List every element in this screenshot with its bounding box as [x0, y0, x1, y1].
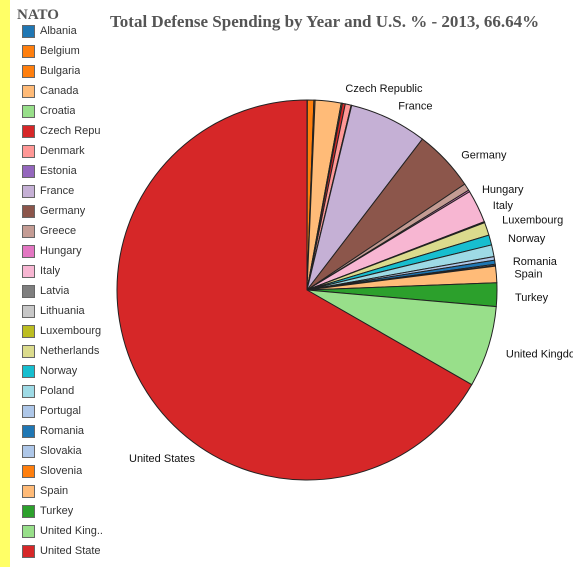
legend-item[interactable]: Romania — [22, 421, 110, 441]
legend-label: Portugal — [40, 405, 81, 417]
slice-label: France — [398, 100, 432, 112]
legend-item[interactable]: Spain — [22, 481, 110, 501]
legend-label: Greece — [40, 225, 77, 237]
legend-item[interactable]: Canada — [22, 81, 110, 101]
legend-label: Estonia — [40, 165, 77, 177]
legend-label: Czech Repu — [40, 125, 101, 137]
legend-item[interactable]: Belgium — [22, 41, 110, 61]
legend-swatch — [22, 244, 35, 258]
legend-label: Belgium — [40, 45, 80, 57]
legend-item[interactable]: Greece — [22, 221, 110, 241]
legend-item[interactable]: Poland — [22, 381, 110, 401]
legend-label: Netherlands — [40, 345, 100, 357]
legend-label: Germany — [40, 205, 86, 217]
legend-label: Croatia — [40, 105, 76, 117]
legend-item[interactable]: Portugal — [22, 401, 110, 421]
legend-swatch — [22, 404, 35, 418]
legend-swatch — [22, 224, 35, 238]
legend-item[interactable]: Italy — [22, 261, 110, 281]
legend-swatch — [22, 104, 35, 118]
legend-item[interactable]: France — [22, 181, 110, 201]
legend-label: Denmark — [40, 145, 85, 157]
legend-label: Italy — [40, 265, 61, 277]
legend-swatch — [22, 544, 35, 558]
legend-swatch — [22, 264, 35, 278]
legend-item[interactable]: Germany — [22, 201, 110, 221]
pie-slice[interactable] — [116, 99, 473, 481]
legend-swatch — [22, 304, 35, 318]
slice-label: Hungary — [482, 184, 524, 196]
legend-item[interactable]: United State — [22, 541, 110, 561]
legend-label: Romania — [40, 425, 85, 437]
legend-swatch — [22, 424, 35, 438]
legend-label: Turkey — [40, 505, 74, 517]
legend-swatch — [22, 64, 35, 78]
legend-swatch — [22, 284, 35, 298]
left-accent-strip — [0, 0, 10, 567]
legend-label: Latvia — [40, 285, 70, 297]
legend-item[interactable]: Czech Repu — [22, 121, 110, 141]
legend-swatch — [22, 124, 35, 138]
legend-item[interactable]: Turkey — [22, 501, 110, 521]
legend-item[interactable]: Hungary — [22, 241, 110, 261]
legend-label: United State — [40, 545, 101, 557]
legend-item[interactable]: Albania — [22, 21, 110, 41]
slice-label: Czech Republic — [345, 83, 423, 95]
slice-label: Norway — [508, 233, 546, 245]
legend-swatch — [22, 184, 35, 198]
legend-item[interactable]: Slovakia — [22, 441, 110, 461]
legend-swatch — [22, 204, 35, 218]
legend-swatch — [22, 44, 35, 58]
legend-swatch — [22, 364, 35, 378]
legend-swatch — [22, 504, 35, 518]
legend-label: United King.. — [40, 525, 103, 537]
legend-item[interactable]: Luxembourg — [22, 321, 110, 341]
slice-label: United Kingdom — [506, 348, 573, 360]
slice-label: Italy — [493, 200, 514, 212]
legend-item[interactable]: Denmark — [22, 141, 110, 161]
legend-item[interactable]: Croatia — [22, 101, 110, 121]
legend-swatch — [22, 324, 35, 338]
legend-swatch — [22, 384, 35, 398]
legend-item[interactable]: Latvia — [22, 281, 110, 301]
slice-label: Spain — [514, 269, 542, 281]
slice-label: United States — [129, 453, 196, 465]
legend-label: Lithuania — [40, 305, 85, 317]
legend-item[interactable]: Bulgaria — [22, 61, 110, 81]
legend-label: Slovakia — [40, 445, 82, 457]
legend-item[interactable]: Netherlands — [22, 341, 110, 361]
legend-label: Albania — [40, 25, 77, 37]
legend-swatch — [22, 484, 35, 498]
chart-title: Total Defense Spending by Year and U.S. … — [110, 12, 540, 31]
slice-label: Luxembourg — [502, 215, 563, 227]
legend-label: France — [40, 185, 75, 197]
legend-swatch — [22, 24, 35, 38]
legend-swatch — [22, 444, 35, 458]
legend-title: NATO — [17, 7, 59, 23]
legend-label: Bulgaria — [40, 65, 81, 77]
slice-label: Romania — [513, 256, 558, 268]
legend-item[interactable]: Norway — [22, 361, 110, 381]
legend-label: Norway — [40, 365, 78, 377]
legend-item[interactable]: Lithuania — [22, 301, 110, 321]
legend-item[interactable]: Slovenia — [22, 461, 110, 481]
legend: Albania Belgium Bulgaria Canada Croatia Czech… — [22, 21, 110, 561]
legend-label: Hungary — [40, 245, 82, 257]
legend-item[interactable]: Estonia — [22, 161, 110, 181]
legend-swatch — [22, 524, 35, 538]
legend-swatch — [22, 164, 35, 178]
legend-label: Spain — [40, 485, 69, 497]
legend-label: Slovenia — [40, 465, 83, 477]
legend-label: Luxembourg — [40, 325, 102, 337]
legend-label: Canada — [40, 85, 79, 97]
slice-label: Germany — [461, 149, 507, 161]
legend-swatch — [22, 464, 35, 478]
legend-swatch — [22, 344, 35, 358]
legend-swatch — [22, 144, 35, 158]
slice-label: Turkey — [515, 292, 549, 304]
legend-item[interactable]: United King.. — [22, 521, 110, 541]
legend-label: Poland — [40, 385, 75, 397]
legend-swatch — [22, 84, 35, 98]
